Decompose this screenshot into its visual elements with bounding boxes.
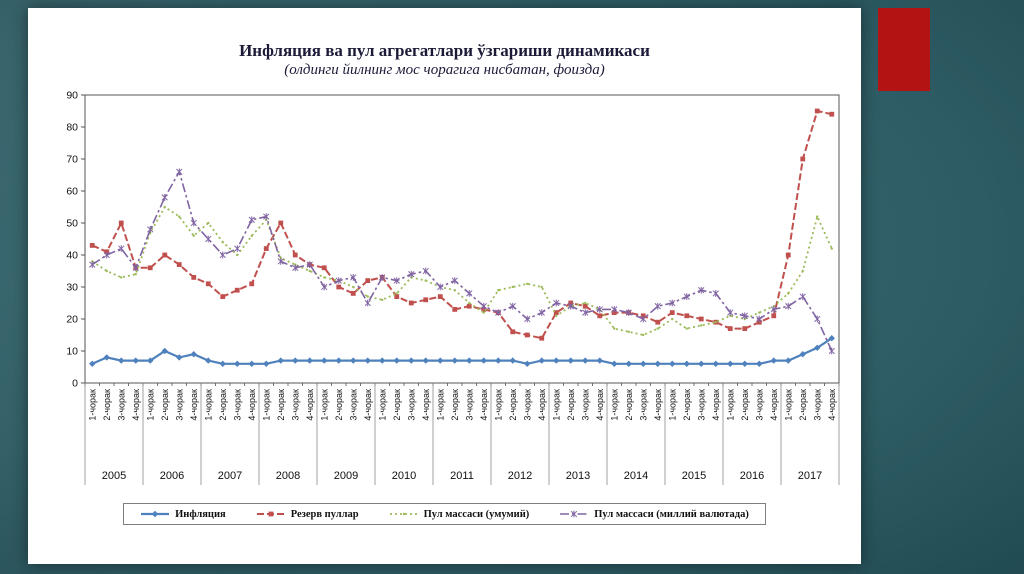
x-tick-label: 3-чорак xyxy=(116,389,126,421)
chart-legend: Инфляция Резерв пуллар Пул массаси (умумий… xyxy=(123,503,766,526)
x-tick-label: 2-чорак xyxy=(681,389,691,421)
x-tick-label: 1-чорак xyxy=(551,389,561,421)
y-tick-label: 30 xyxy=(66,282,78,294)
x-tick-label: 2-чорак xyxy=(565,389,575,421)
x-tick-label: 4-чорак xyxy=(478,389,488,421)
y-tick-label: 70 xyxy=(66,154,78,166)
x-tick-label: 2-чорак xyxy=(449,389,459,421)
x-tick-label: 4-чорак xyxy=(188,389,198,421)
y-tick-label: 0 xyxy=(72,378,78,390)
x-tick-label: 1-чорак xyxy=(725,389,735,421)
x-tick-label: 3-чорак xyxy=(638,389,648,421)
year-label: 2008 xyxy=(275,470,299,482)
x-tick-label: 1-чорак xyxy=(145,389,155,421)
x-tick-label: 4-чорак xyxy=(768,389,778,421)
year-label: 2007 xyxy=(217,470,241,482)
red-accent-block xyxy=(878,8,930,91)
x-tick-label: 3-чорак xyxy=(406,389,416,421)
legend-item-2: Пул массаси (умумий) xyxy=(389,508,530,520)
legend-marker-3 xyxy=(560,510,589,518)
x-tick-label: 4-чорак xyxy=(710,389,720,421)
series-0 xyxy=(88,335,835,368)
x-tick-label: 2-чорак xyxy=(101,389,111,421)
year-label: 2011 xyxy=(450,470,474,482)
x-tick-label: 1-чорак xyxy=(667,389,677,421)
y-tick-label: 20 xyxy=(66,314,78,326)
legend-marker-0 xyxy=(141,511,170,518)
slide-panel: Инфляция ва пул агрегатлари ўзгариши дин… xyxy=(28,8,861,564)
legend-label-3: Пул массаси (миллий валютада) xyxy=(594,508,749,520)
x-tick-label: 2-чорак xyxy=(739,389,749,421)
x-tick-label: 2-чорак xyxy=(275,389,285,421)
legend-marker-2 xyxy=(389,513,418,516)
y-tick-label: 60 xyxy=(66,186,78,198)
x-tick-label: 4-чорак xyxy=(304,389,314,421)
x-tick-label: 2-чорак xyxy=(623,389,633,421)
legend-marker-1 xyxy=(256,511,285,517)
x-tick-label: 2-чорак xyxy=(159,389,169,421)
legend-item-3: Пул массаси (миллий валютада) xyxy=(559,508,749,520)
x-tick-label: 1-чорак xyxy=(203,389,213,421)
x-tick-label: 3-чорак xyxy=(522,389,532,421)
x-tick-label: 1-чорак xyxy=(319,389,329,421)
x-tick-label: 2-чорак xyxy=(391,389,401,421)
x-tick-label: 4-чорак xyxy=(594,389,604,421)
x-tick-label: 2-чорак xyxy=(217,389,227,421)
y-tick-label: 10 xyxy=(66,346,78,358)
y-tick-label: 90 xyxy=(66,90,78,102)
year-label: 2017 xyxy=(797,470,821,482)
x-tick-label: 3-чорак xyxy=(696,389,706,421)
x-tick-label: 2-чорак xyxy=(333,389,343,421)
x-tick-label: 3-чорак xyxy=(580,389,590,421)
year-label: 2013 xyxy=(565,470,589,482)
legend-label-1: Резерв пуллар xyxy=(290,508,359,520)
x-tick-label: 3-чорак xyxy=(754,389,764,421)
x-tick-label: 2-чорак xyxy=(797,389,807,421)
series-3 xyxy=(88,168,835,355)
x-tick-label: 4-чорак xyxy=(826,389,836,421)
year-label: 2016 xyxy=(739,470,763,482)
chart-subtitle: (олдинги йилнинг мос чорагига нисбатан, … xyxy=(284,62,605,79)
x-tick-label: 1-чорак xyxy=(493,389,503,421)
x-tick-label: 2-чорак xyxy=(507,389,517,421)
year-label: 2015 xyxy=(681,470,705,482)
x-tick-label: 1-чорак xyxy=(783,389,793,421)
plot-frame xyxy=(84,94,839,384)
x-tick-label: 4-чорак xyxy=(420,389,430,421)
y-tick-label: 80 xyxy=(66,122,78,134)
x-tick-label: 3-чорак xyxy=(174,389,184,421)
x-tick-label: 4-чорак xyxy=(536,389,546,421)
x-tick-label: 3-чорак xyxy=(348,389,358,421)
x-tick-label: 3-чорак xyxy=(812,389,822,421)
year-label: 2005 xyxy=(101,470,125,482)
x-tick-label: 1-чорак xyxy=(261,389,271,421)
y-tick-label: 50 xyxy=(66,218,78,230)
year-label: 2010 xyxy=(391,470,415,482)
x-tick-label: 1-чорак xyxy=(609,389,619,421)
x-tick-label: 4-чорак xyxy=(652,389,662,421)
year-label: 2014 xyxy=(623,470,647,482)
x-tick-label: 1-чорак xyxy=(87,389,97,421)
y-tick-label: 40 xyxy=(66,250,78,262)
x-tick-label: 1-чорак xyxy=(435,389,445,421)
chart-plot-area: 0 10 20 30 40 50 60 70 80 90 1-чорак 2-чорак 3-чорак… xyxy=(66,90,839,486)
chart-title: Инфляция ва пул агрегатлари ўзгариши дин… xyxy=(239,41,650,60)
x-tick-label: 4-чорак xyxy=(246,389,256,421)
x-tick-label: 4-чорак xyxy=(130,389,140,421)
legend-label-0: Инфляция xyxy=(175,508,226,520)
x-tick-label: 3-чорак xyxy=(464,389,474,421)
x-tick-label: 4-чорак xyxy=(362,389,372,421)
x-tick-label: 1-чорак xyxy=(377,389,387,421)
chart: Инфляция ва пул агрегатлари ўзгариши дин… xyxy=(28,8,861,564)
legend-item-1: Резерв пуллар xyxy=(256,508,359,520)
year-label: 2012 xyxy=(507,470,531,482)
year-label: 2006 xyxy=(159,470,183,482)
year-label: 2009 xyxy=(333,470,357,482)
legend-item-0: Инфляция xyxy=(140,508,226,520)
x-tick-label: 3-чорак xyxy=(232,389,242,421)
legend-label-2: Пул массаси (умумий) xyxy=(423,508,530,520)
x-tick-label: 3-чорак xyxy=(290,389,300,421)
